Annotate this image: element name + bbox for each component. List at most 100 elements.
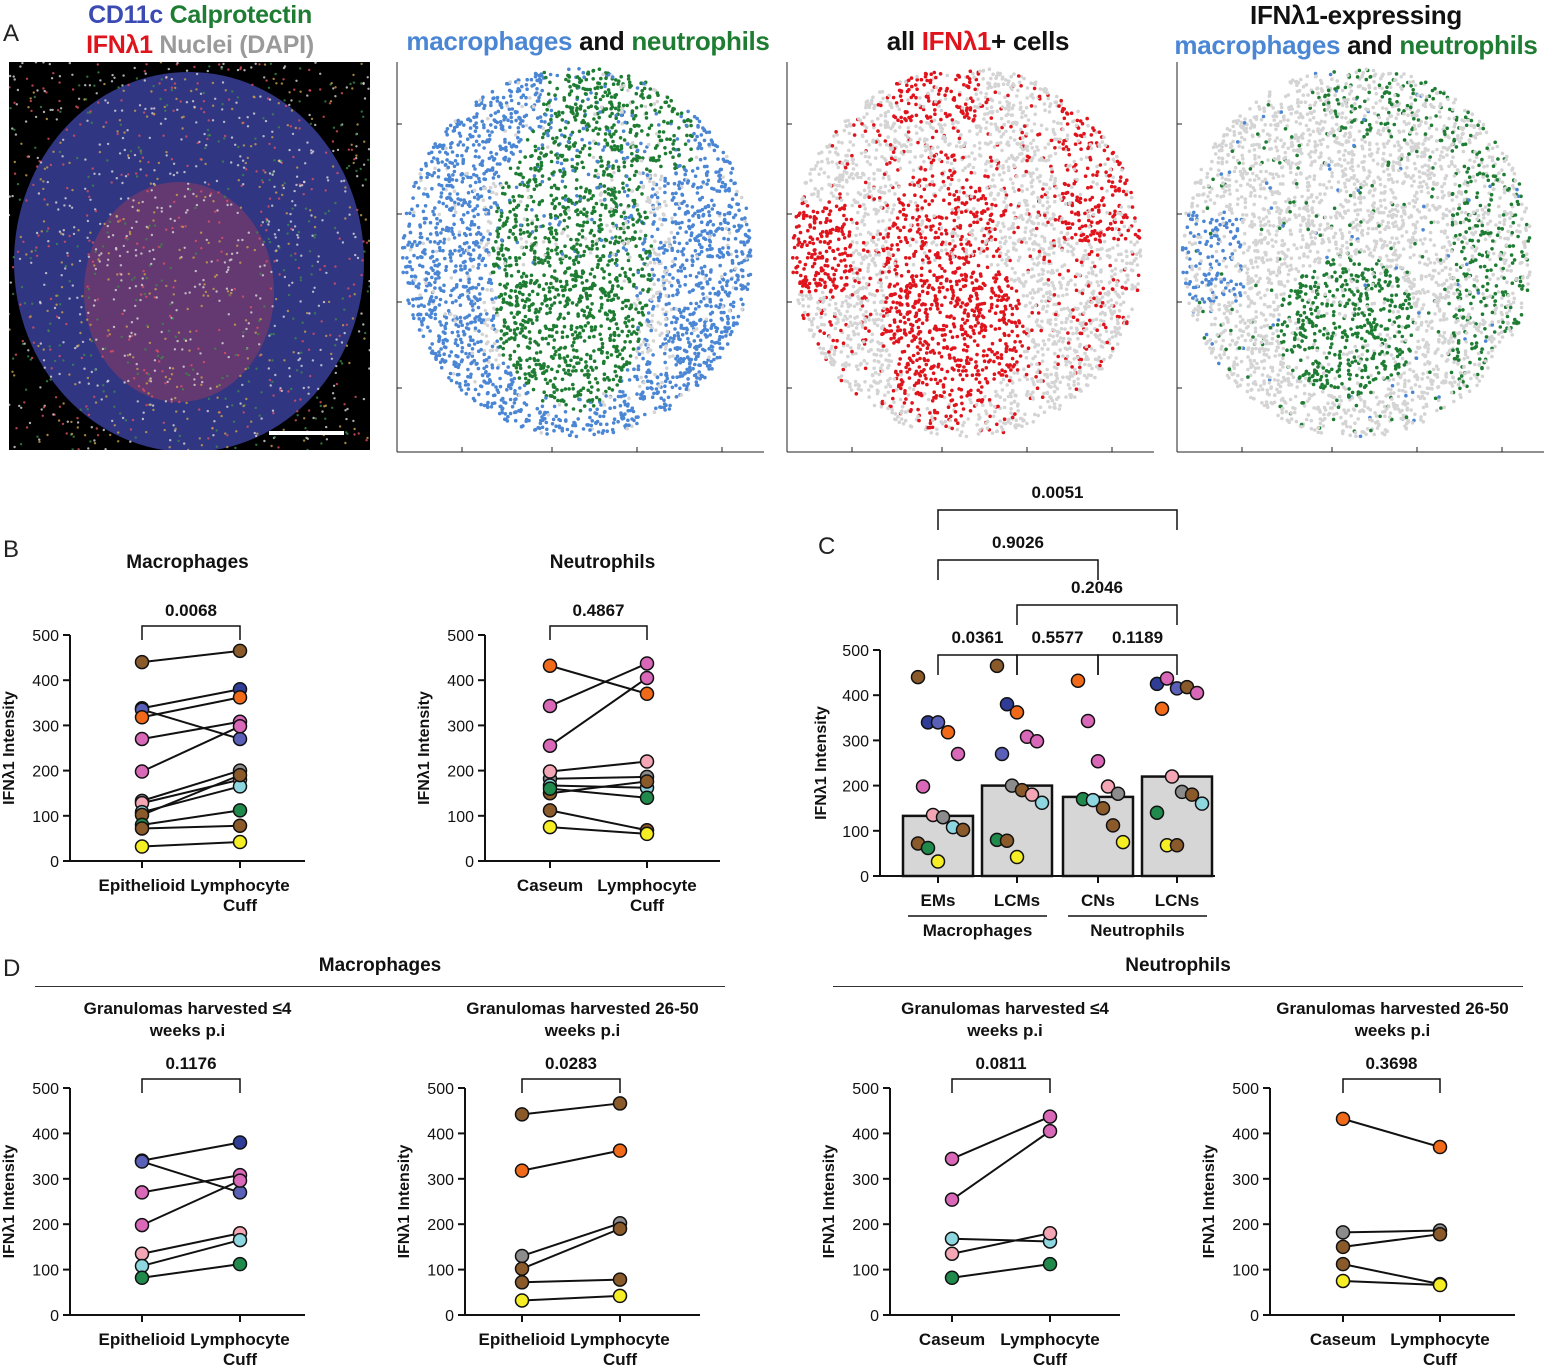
- map-cell: [516, 126, 521, 130]
- map-cell: [579, 79, 584, 83]
- map-cell: [729, 302, 733, 307]
- map-cell: [572, 420, 576, 425]
- map-cell: [542, 390, 546, 395]
- map-cell: [462, 332, 467, 336]
- micro-speck: [142, 111, 146, 114]
- map-cell: [450, 206, 455, 210]
- micro-speck: [351, 87, 354, 90]
- map-cell: [510, 302, 514, 307]
- map-cell: [539, 119, 544, 124]
- map-cell: [689, 331, 694, 336]
- micro-speck: [126, 238, 129, 241]
- micro-speck: [72, 134, 76, 137]
- map-cell: [418, 293, 422, 297]
- map-cell: [532, 241, 537, 246]
- map-cell: [555, 330, 559, 335]
- micro-speck: [16, 88, 20, 92]
- map-cell: [560, 110, 565, 115]
- map-cell: [627, 378, 632, 382]
- map-cell: [738, 226, 742, 230]
- map-cell: [612, 132, 616, 136]
- map-cell: [451, 372, 456, 376]
- map-cell: [482, 366, 486, 371]
- map-cell: [649, 244, 654, 248]
- map-cell: [549, 248, 554, 253]
- map-cell: [680, 263, 685, 267]
- map-cell: [661, 342, 665, 346]
- micro-speck: [192, 192, 195, 196]
- micro-speck: [24, 388, 28, 391]
- micro-speck: [196, 82, 199, 85]
- micro-speck: [356, 256, 360, 260]
- map-cell: [574, 349, 579, 353]
- map-cell: [529, 166, 533, 171]
- micro-speck: [227, 68, 230, 71]
- map-cell: [576, 274, 580, 279]
- map-cell: [665, 333, 669, 338]
- map-cell: [446, 309, 451, 313]
- micro-speck: [236, 68, 240, 72]
- map-cell: [618, 389, 622, 394]
- map-cell: [460, 293, 465, 297]
- map-cell: [581, 288, 586, 292]
- micro-speck: [277, 197, 281, 200]
- map-cell: [609, 95, 614, 99]
- map-cell: [435, 221, 440, 226]
- map-cell: [498, 282, 502, 287]
- map-cell: [598, 97, 603, 102]
- micro-speck: [11, 194, 14, 198]
- map-cell: [447, 237, 451, 242]
- micro-speck: [86, 75, 89, 78]
- micro-speck: [211, 104, 215, 107]
- map-cell: [739, 195, 744, 200]
- map-cell: [663, 351, 667, 356]
- micro-speck: [174, 279, 177, 283]
- map-cell: [453, 319, 457, 323]
- map-cell: [720, 305, 725, 309]
- map-cell: [527, 365, 532, 369]
- map-cell: [721, 246, 725, 250]
- map-cell: [714, 329, 719, 334]
- map-cell: [743, 232, 748, 237]
- map-cell: [696, 334, 700, 338]
- map-cell: [605, 141, 609, 146]
- micro-speck: [360, 62, 363, 66]
- micro-speck: [271, 173, 274, 176]
- map-cell: [565, 334, 570, 339]
- map-cell: [640, 257, 644, 261]
- map-cell: [558, 356, 562, 360]
- map-cell: [439, 195, 443, 199]
- micro-speck: [365, 241, 369, 244]
- micro-speck: [60, 274, 63, 277]
- map-cell: [640, 267, 644, 271]
- map-cell: [744, 206, 749, 211]
- micro-speck: [307, 348, 311, 351]
- map-cell: [735, 189, 739, 194]
- micro-speck: [218, 299, 221, 302]
- micro-speck: [202, 100, 206, 103]
- nuclei-label: Nuclei (DAPI): [159, 31, 314, 59]
- map-cell: [612, 338, 616, 343]
- map-cell: [580, 160, 584, 165]
- map-cell: [686, 306, 690, 311]
- micro-speck: [178, 257, 182, 260]
- map-cell: [529, 248, 533, 252]
- micro-speck: [137, 146, 140, 149]
- micro-speck: [207, 134, 210, 137]
- micro-speck: [66, 254, 70, 257]
- micro-speck: [206, 294, 210, 297]
- map-cell: [448, 192, 452, 196]
- map-cell: [531, 199, 536, 204]
- micro-speck: [263, 264, 266, 267]
- micro-speck: [357, 432, 360, 435]
- map-cell: [670, 385, 675, 390]
- micro-speck: [135, 175, 139, 178]
- map-cell: [647, 273, 652, 277]
- map-cell: [661, 130, 666, 134]
- map-cell: [475, 361, 479, 366]
- map-cell: [615, 383, 619, 387]
- micro-speck: [50, 77, 54, 80]
- map-cell: [529, 154, 533, 159]
- map-cell: [652, 410, 657, 415]
- map-cell: [512, 376, 517, 381]
